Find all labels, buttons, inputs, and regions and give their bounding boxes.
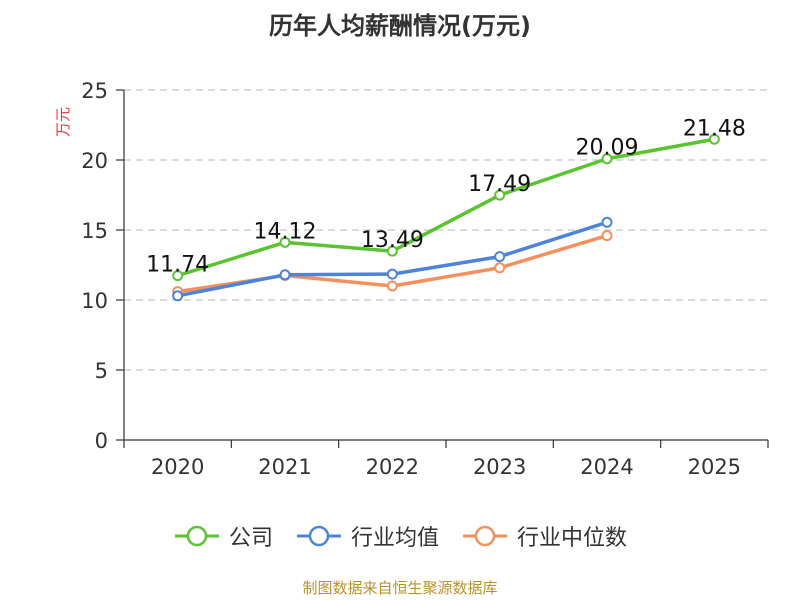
data-point [279,236,291,248]
x-tick-label: 2022 [366,455,419,479]
legend-symbol [174,525,219,547]
legend-item[interactable]: 行业均值 [295,520,439,552]
legend-item[interactable]: 行业中位数 [461,520,627,552]
x-tick-label: 2025 [688,455,741,479]
data-point [708,133,720,145]
data-point [601,230,613,242]
data-point [386,280,398,292]
data-label: 20.09 [576,136,639,161]
legend-item[interactable]: 公司 [173,520,273,552]
data-point [386,268,398,280]
data-label: 11.74 [146,253,209,278]
x-tick-label: 2024 [580,455,633,479]
data-point [279,269,291,281]
data-point [494,262,506,274]
data-point [172,290,184,302]
y-tick-label: 10 [81,289,108,313]
x-tick-label: 2020 [151,455,204,479]
data-label: 13.49 [361,228,424,253]
data-label: 14.12 [254,219,317,244]
series-line [177,137,715,278]
data-label: 17.49 [468,172,531,197]
legend-marker [186,525,208,547]
legend-label: 行业中位数 [517,526,628,551]
data-point [494,251,506,263]
data-point [386,245,398,257]
data-label: 21.48 [683,116,746,141]
legend-label: 行业均值 [350,526,439,551]
data-point [494,189,506,201]
data-point [601,153,613,165]
legend: 公司 行业均值 行业中位数 [0,520,800,552]
y-tick-label: 20 [81,149,108,173]
chart-title: 历年人均薪酬情况(万元) [269,12,531,40]
data-point [172,270,184,282]
data-point [601,216,613,228]
y-tick-label: 5 [95,359,108,383]
y-axis-label: 万元 [54,107,72,137]
legend-symbol [296,525,341,547]
y-tick-label: 15 [81,219,108,243]
x-tick-label: 2021 [258,455,311,479]
source-note: 制图数据来自恒生聚源数据库 [302,579,498,597]
y-tick-label: 25 [81,79,108,103]
legend-marker [474,525,496,547]
legend-label: 公司 [228,526,273,551]
x-tick-label: 2023 [473,455,526,479]
legend-marker [308,525,330,547]
legend-symbol [463,525,507,547]
y-tick-label: 0 [95,429,108,453]
